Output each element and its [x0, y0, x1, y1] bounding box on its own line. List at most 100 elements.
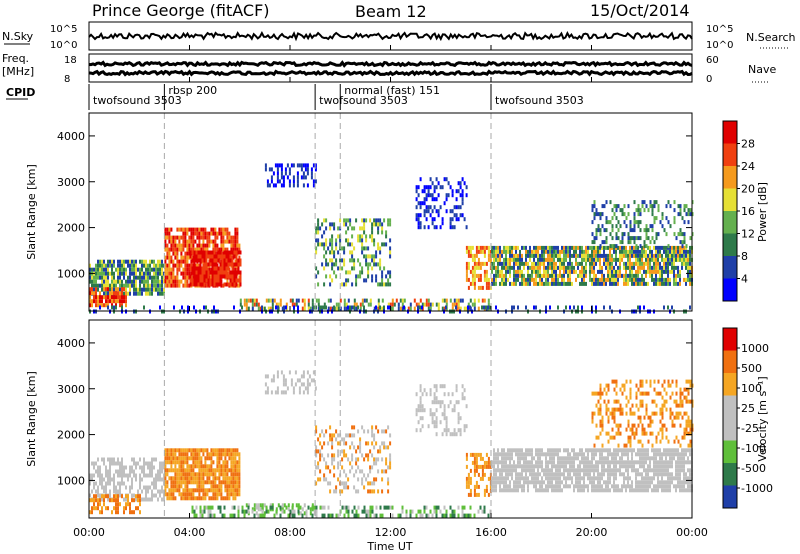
heatmap-cell — [121, 469, 123, 474]
heatmap-cell — [371, 429, 374, 434]
heatmap-cell — [667, 244, 670, 249]
heatmap-cell — [337, 302, 340, 307]
heatmap-cell — [143, 263, 145, 268]
heatmap-cell — [655, 273, 657, 278]
heatmap-cell — [205, 262, 208, 267]
heatmap-cell — [389, 457, 392, 462]
heatmap-cell — [517, 253, 519, 258]
heatmap-cell — [119, 461, 121, 466]
heatmap-cell — [521, 281, 523, 286]
heatmap-cell — [431, 416, 434, 421]
heatmap-cell — [533, 269, 535, 274]
heatmap-cell — [441, 298, 444, 303]
heatmap-cell — [202, 484, 205, 489]
heatmap-cell — [89, 498, 91, 503]
heatmap-cell — [381, 270, 384, 275]
heatmap-cell — [389, 238, 392, 243]
heatmap-cell — [319, 477, 322, 482]
heatmap-cell — [547, 484, 549, 489]
heatmap-cell — [623, 220, 626, 225]
heatmap-cell — [523, 484, 525, 489]
heatmap-cell — [415, 197, 418, 202]
heatmap-cell — [139, 279, 141, 284]
heatmap-cell — [555, 480, 557, 485]
heatmap-cell — [125, 299, 127, 304]
heatmap-cell — [190, 263, 193, 268]
heatmap-cell — [679, 249, 681, 254]
heatmap-cell — [224, 239, 227, 244]
heatmap-cell — [365, 234, 368, 239]
heatmap-cell — [387, 302, 390, 307]
heatmap-cell — [507, 452, 509, 457]
heatmap-cell — [197, 274, 200, 279]
heatmap-cell — [557, 253, 559, 258]
heatmap-cell — [659, 484, 661, 489]
heatmap-cell — [549, 257, 551, 262]
heatmap-cell — [341, 266, 344, 271]
heatmap-cell — [266, 183, 269, 188]
heatmap-cell — [645, 484, 647, 489]
heatmap-cell — [367, 246, 370, 251]
heatmap-cell — [269, 503, 272, 508]
heatmap-cell — [485, 305, 487, 310]
heatmap-cell — [609, 273, 611, 278]
heatmap-cell — [467, 245, 470, 250]
heatmap-cell — [647, 484, 649, 489]
heatmap-cell — [637, 277, 639, 282]
heatmap-cell — [361, 234, 364, 239]
heatmap-cell — [353, 258, 356, 263]
heatmap-cell — [188, 267, 191, 272]
heatmap-cell — [174, 263, 177, 268]
nsky-axis-top: 10^5 — [50, 24, 77, 35]
heatmap-cell — [615, 257, 617, 262]
heatmap-cell — [457, 412, 460, 417]
heatmap-cell — [170, 460, 173, 465]
heatmap-cell — [131, 465, 133, 470]
heatmap-cell — [663, 488, 665, 493]
heatmap-cell — [155, 477, 157, 482]
heatmap-cell — [583, 257, 585, 262]
heatmap-cell — [208, 231, 211, 236]
heatmap-cell — [145, 275, 147, 280]
heatmap-cell — [655, 472, 657, 477]
heatmap-cell — [289, 298, 292, 303]
heatmap-cell — [164, 243, 167, 248]
heatmap-cell — [543, 468, 545, 473]
heatmap-cell — [535, 253, 537, 258]
heatmap-cell — [103, 263, 105, 268]
heatmap-cell — [425, 185, 428, 190]
heatmap-cell — [639, 261, 641, 266]
heatmap-cell — [220, 488, 223, 493]
heatmap-cell — [641, 273, 643, 278]
heatmap-cell — [359, 469, 362, 474]
heatmap-cell — [139, 473, 141, 478]
heatmap-cell — [213, 258, 216, 263]
heatmap-cell — [93, 295, 95, 300]
heatmap-cell — [647, 253, 649, 258]
heatmap-cell — [234, 460, 237, 465]
heatmap-cell — [639, 277, 641, 282]
heatmap-cell — [201, 254, 204, 259]
heatmap-cell — [361, 477, 364, 482]
heatmap-cell — [513, 281, 515, 286]
heatmap-cell — [557, 448, 559, 453]
heatmap-cell — [651, 204, 654, 209]
heatmap-cell — [192, 231, 195, 236]
heatmap-cell — [623, 204, 626, 209]
heatmap-cell — [176, 488, 179, 493]
heatmap-cell — [505, 261, 507, 266]
heatmap-cell — [675, 265, 677, 270]
heatmap-cell — [133, 493, 135, 498]
heatmap-cell — [629, 220, 632, 225]
heatmap-cell — [300, 175, 303, 180]
heatmap-cell — [537, 480, 539, 485]
heatmap-cell — [673, 456, 675, 461]
heatmap-cell — [170, 239, 173, 244]
heatmap-cell — [651, 249, 653, 254]
heatmap-cell — [615, 468, 617, 473]
heatmap-cell — [159, 473, 161, 478]
heatmap-cell — [575, 269, 577, 274]
heatmap-cell — [429, 408, 432, 413]
heatmap-cell — [211, 282, 214, 287]
heatmap-cell — [351, 254, 354, 259]
